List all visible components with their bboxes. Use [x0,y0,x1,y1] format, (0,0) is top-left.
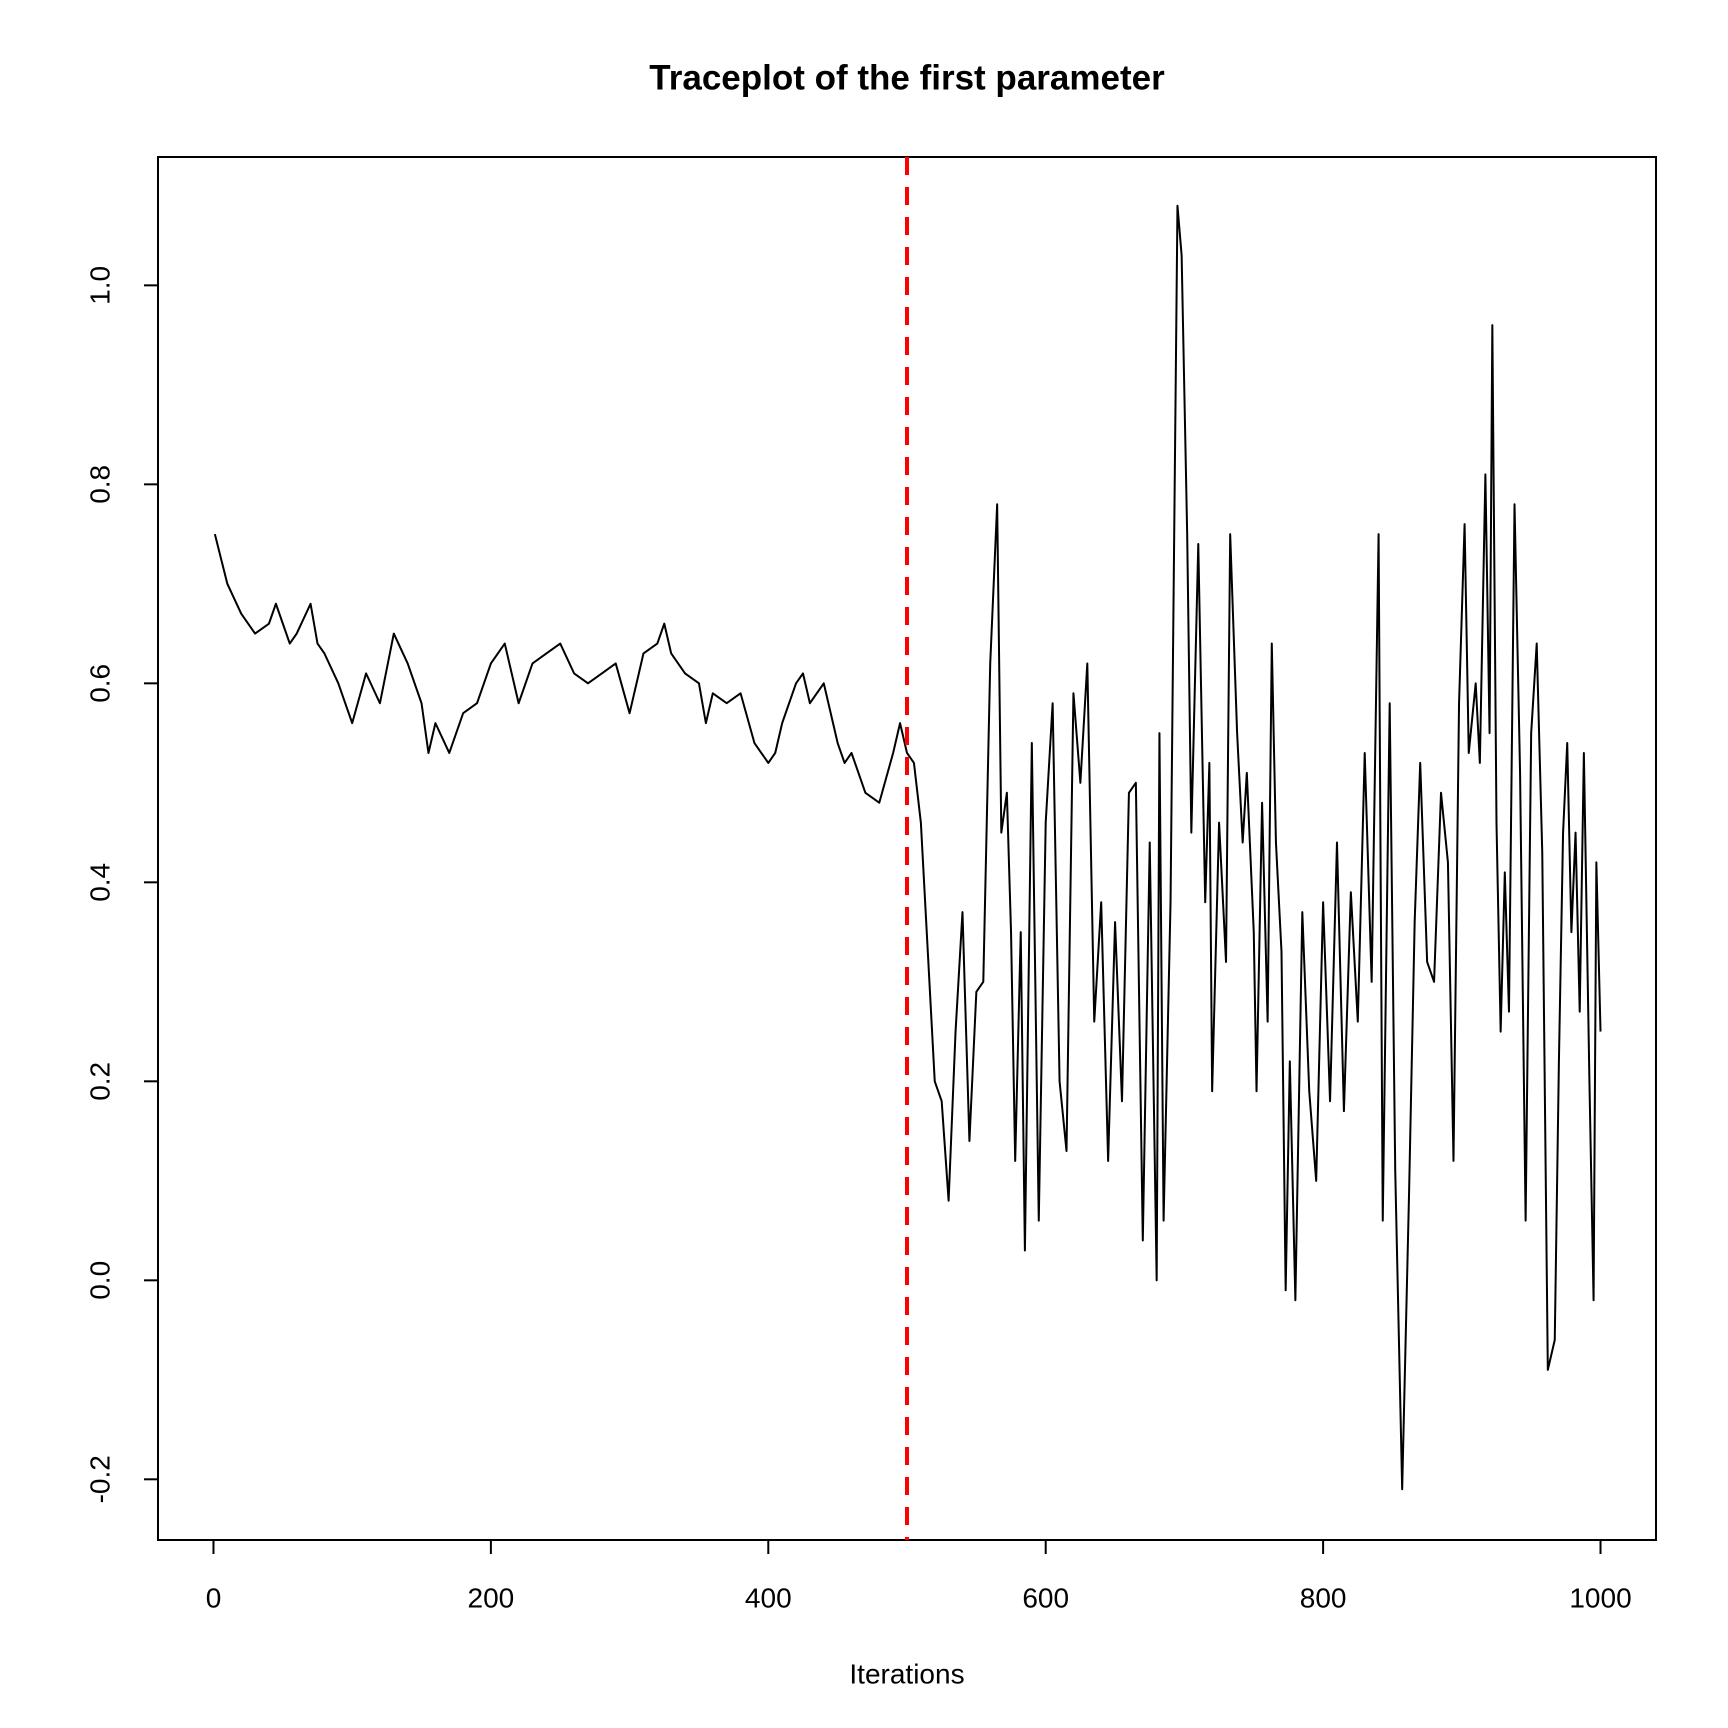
x-tick-label: 1000 [1569,1582,1631,1613]
x-axis-label: Iterations [849,1658,964,1689]
x-tick-label: 400 [745,1582,792,1613]
y-tick-label: 0.6 [84,664,115,703]
x-tick-label: 200 [468,1582,515,1613]
x-tick-label: 0 [206,1582,222,1613]
trace-line [213,204,1602,1491]
y-tick-label: 0.0 [84,1261,115,1300]
y-tick-label: 1.0 [84,266,115,305]
y-tick-label: -0.2 [84,1455,115,1503]
x-tick-label: 800 [1300,1582,1347,1613]
y-tick-label: 0.4 [84,863,115,902]
x-tick-label: 600 [1022,1582,1069,1613]
y-tick-label: 0.8 [84,465,115,504]
chart-title: Traceplot of the first parameter [649,58,1165,97]
y-tick-label: 0.2 [84,1062,115,1101]
